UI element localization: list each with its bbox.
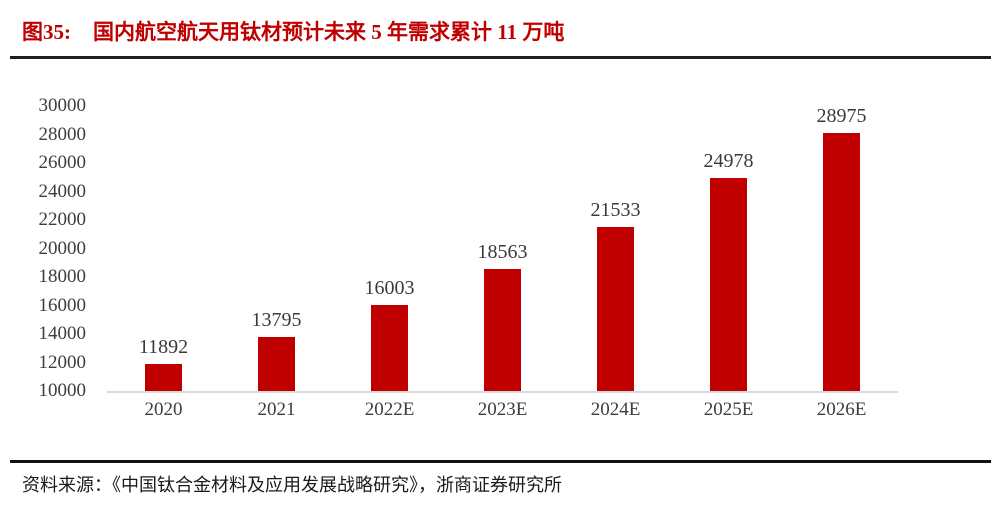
figure-title-text: 国内航空航天用钛材预计未来 5 年需求累计 11 万吨 — [93, 20, 565, 44]
bar — [484, 268, 521, 391]
source-note: 资料来源：《中国钛合金材料及应用发展战略研究》，浙商证券研究所 — [22, 475, 562, 495]
y-axis-tick-label: 30000 — [38, 95, 87, 117]
bar-value-label: 28975 — [816, 105, 867, 127]
x-axis-label: 2026E — [816, 399, 867, 420]
x-axis-label: 2022E — [364, 399, 415, 420]
x-axis-label: 2024E — [590, 399, 641, 420]
y-axis-tick-label: 20000 — [38, 237, 87, 259]
bar-column: 11892 — [107, 106, 220, 391]
x-axis: 2020 2021 2022E 2023E 2024E 2025E 2026E — [107, 399, 898, 421]
bar-column: 18563 — [446, 106, 559, 391]
figure-number: 图35: — [22, 20, 71, 44]
bar-column: 13795 — [220, 106, 333, 391]
y-axis-tick-label: 10000 — [38, 380, 87, 402]
bar-value-label: 11892 — [138, 336, 189, 359]
bar — [371, 305, 408, 391]
bar — [597, 226, 634, 391]
y-axis-tick-label: 18000 — [38, 266, 87, 288]
source-divider — [10, 460, 991, 463]
y-axis-tick-label: 22000 — [38, 209, 87, 231]
bar-value-label: 16003 — [364, 277, 415, 300]
y-axis-tick-label: 26000 — [38, 152, 87, 174]
x-axis-label: 2025E — [703, 399, 754, 420]
x-axis-label: 2023E — [477, 399, 528, 420]
bar-column: 16003 — [333, 106, 446, 391]
bar-value-label: 13795 — [251, 308, 302, 331]
y-axis-tick-label: 12000 — [38, 351, 87, 373]
bar-column: 28975 — [785, 106, 898, 391]
y-axis-tick-label: 28000 — [38, 123, 87, 145]
bar — [258, 336, 295, 391]
title-divider — [10, 56, 991, 59]
bar-value-label: 18563 — [477, 240, 528, 263]
bar — [823, 133, 860, 391]
x-axis-label: 2020 — [144, 399, 183, 420]
bar — [145, 364, 182, 391]
x-axis-label: 2021 — [257, 399, 296, 420]
y-axis-tick-label: 24000 — [38, 180, 87, 202]
plot-area: 11892 13795 16003 18563 21533 24978 28975 — [107, 106, 898, 393]
y-axis: 30000 28000 26000 24000 22000 20000 18000 16000… — [0, 96, 99, 400]
y-axis-tick-label: 14000 — [38, 323, 87, 345]
bar-column: 24978 — [672, 106, 785, 391]
figure-title: 图35: 国内航空航天用钛材预计未来 5 年需求累计 11 万吨 — [22, 16, 564, 46]
y-axis-tick-label: 16000 — [38, 294, 87, 316]
bar — [710, 177, 747, 391]
bar-column: 21533 — [559, 106, 672, 391]
bar-value-label: 21533 — [590, 198, 641, 221]
bar-value-label: 24978 — [703, 149, 754, 172]
